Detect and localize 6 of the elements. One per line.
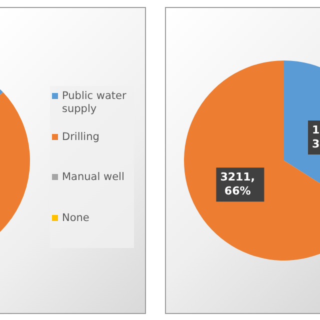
legend-label: Manual well (62, 171, 124, 184)
text: 1 3 (312, 123, 320, 150)
data-label: 3211, 66% (220, 170, 255, 198)
legend-label: Public water supply (62, 90, 128, 116)
legend-label: Drilling (62, 130, 100, 144)
legend-label: None (62, 212, 90, 224)
